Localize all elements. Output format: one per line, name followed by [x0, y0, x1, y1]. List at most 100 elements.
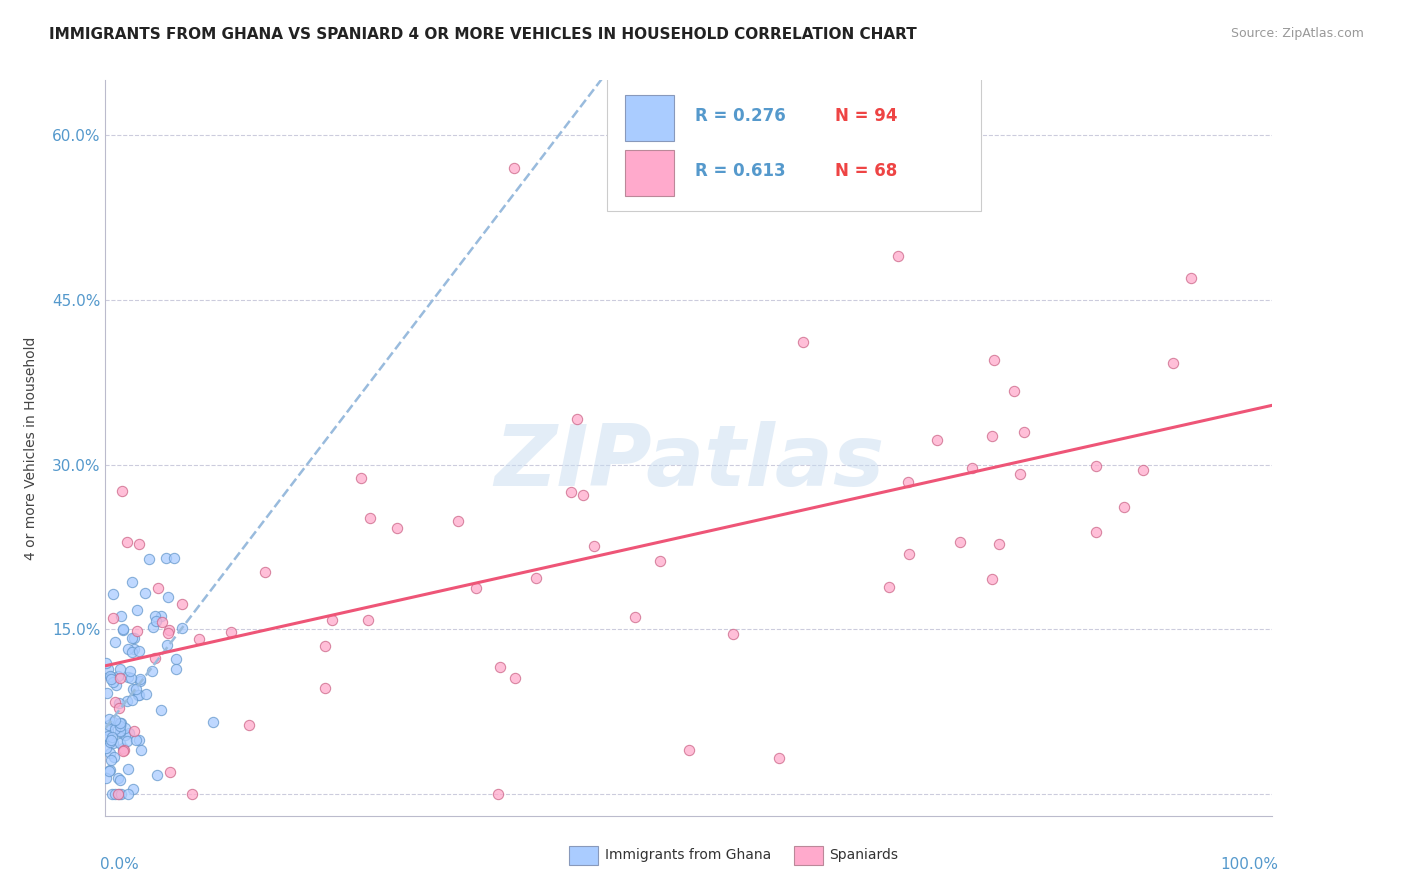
Point — [1163, 356, 1185, 370]
Point — [114, 728, 136, 742]
FancyBboxPatch shape — [607, 49, 981, 211]
Point — [110, 716, 132, 731]
Point — [505, 671, 527, 685]
Point — [981, 429, 1004, 443]
Point — [146, 581, 169, 595]
Point — [115, 734, 138, 748]
Point — [124, 642, 146, 657]
Point — [201, 715, 224, 730]
Point — [187, 632, 209, 647]
Point — [983, 352, 1005, 367]
Point — [155, 638, 177, 652]
Point — [120, 672, 142, 686]
Point — [1180, 271, 1202, 285]
Point — [887, 249, 910, 263]
Point — [163, 550, 186, 565]
Text: Source: ZipAtlas.com: Source: ZipAtlas.com — [1230, 27, 1364, 40]
Point — [623, 610, 645, 624]
Point — [117, 670, 139, 684]
Point — [121, 645, 143, 659]
Point — [96, 686, 118, 700]
Point — [949, 534, 972, 549]
Point — [125, 733, 148, 747]
Point — [98, 763, 121, 777]
Point — [112, 743, 135, 757]
Point — [114, 721, 136, 735]
Point — [128, 537, 150, 551]
Point — [103, 750, 125, 764]
Point — [108, 719, 131, 733]
Point — [117, 762, 139, 776]
Point — [108, 671, 131, 685]
Point — [180, 787, 202, 801]
Point — [108, 724, 131, 739]
Point — [104, 695, 127, 709]
Point — [172, 598, 194, 612]
Point — [560, 485, 582, 500]
Point — [129, 672, 152, 686]
Point — [94, 741, 117, 756]
Point — [134, 585, 156, 599]
Point — [128, 688, 150, 702]
Point — [121, 631, 143, 645]
Point — [159, 765, 181, 780]
Point — [359, 510, 381, 524]
Point — [94, 771, 117, 785]
Point — [165, 652, 187, 666]
Point — [107, 696, 129, 710]
Point — [111, 484, 134, 499]
Point — [117, 787, 139, 801]
Point — [121, 781, 143, 796]
Text: R = 0.276: R = 0.276 — [695, 107, 786, 125]
Point — [150, 609, 173, 624]
Point — [108, 736, 131, 750]
Point — [157, 590, 180, 604]
Point — [157, 623, 180, 637]
Point — [321, 613, 343, 627]
Point — [145, 614, 167, 628]
Point — [94, 656, 117, 670]
Text: N = 68: N = 68 — [835, 162, 897, 180]
Text: R = 0.613: R = 0.613 — [695, 162, 786, 180]
Point — [1012, 425, 1035, 439]
Point — [122, 724, 145, 739]
Point — [962, 461, 984, 475]
Point — [503, 161, 526, 176]
Point — [100, 753, 122, 767]
Point — [146, 768, 169, 782]
Point — [101, 714, 124, 729]
Point — [98, 764, 121, 779]
Point — [129, 673, 152, 688]
Text: ZIPatlas: ZIPatlas — [494, 421, 884, 505]
Point — [170, 621, 193, 635]
Point — [897, 547, 920, 561]
Text: Spaniards: Spaniards — [830, 848, 898, 863]
Point — [980, 572, 1002, 586]
Point — [143, 651, 166, 665]
Point — [103, 674, 125, 689]
Point — [723, 626, 745, 640]
Point — [1085, 525, 1108, 540]
Point — [152, 615, 174, 629]
Point — [100, 670, 122, 684]
Point — [121, 574, 143, 589]
Point — [98, 746, 121, 760]
Point — [129, 743, 152, 757]
Point — [108, 662, 131, 676]
Point — [107, 787, 129, 801]
Point — [108, 715, 131, 730]
Point — [128, 644, 150, 658]
Point — [238, 718, 260, 732]
Point — [122, 681, 145, 696]
Point — [135, 687, 157, 701]
Point — [149, 703, 172, 717]
Point — [165, 662, 187, 676]
Text: 0.0%: 0.0% — [100, 856, 138, 871]
Point — [98, 718, 121, 732]
Point — [356, 613, 378, 627]
Point — [103, 722, 125, 736]
Point — [107, 787, 129, 801]
Point — [100, 730, 122, 744]
Point — [925, 433, 948, 447]
FancyBboxPatch shape — [624, 151, 673, 196]
